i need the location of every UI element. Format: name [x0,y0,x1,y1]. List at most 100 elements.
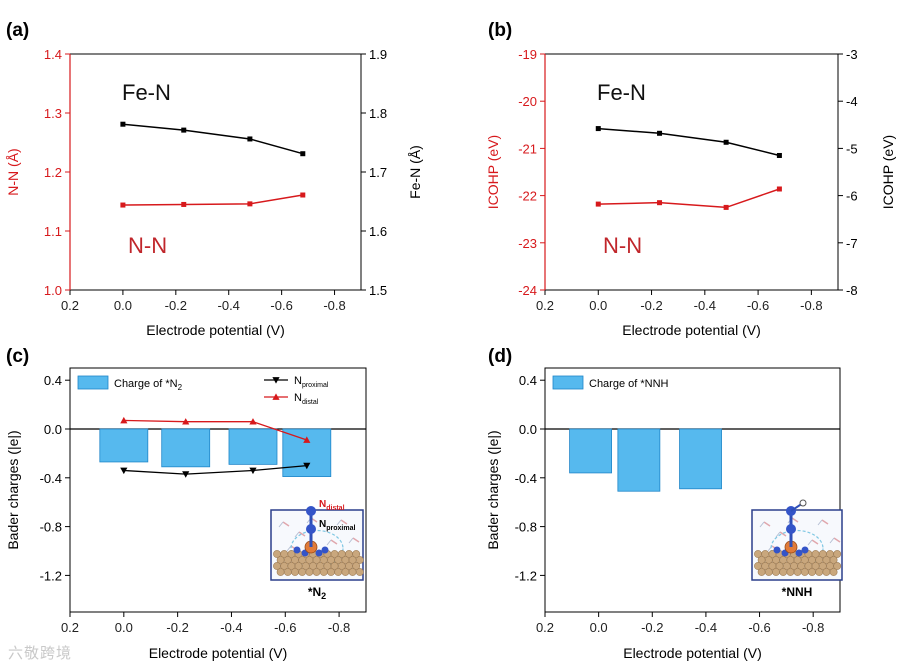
left-y-tick-label: -19 [518,47,537,62]
x-tick-label: -0.6 [270,298,292,313]
bar [679,428,722,490]
inset-label-proximal: Nproximal [319,519,355,532]
inset-caption: *N2 [308,585,326,601]
left-y-tick-label: -23 [518,236,537,251]
inset-water [278,521,284,528]
right-y-tick-label: -3 [846,47,858,62]
inset-water [294,531,300,538]
series-fe-n-point [776,152,782,158]
series-n-n-point [181,201,187,207]
inset-substrate-atom [764,568,773,576]
panel-b: (b) 0.2 0.0 -0.2 -0.4 -0.6 -0.8 Electrode poten… [485,20,896,338]
left-y-tick-label: 1.3 [44,106,62,121]
inset-caption: *NNH [782,585,813,599]
x-tick-label: -0.6 [747,298,769,313]
series-n-n-point [723,204,729,210]
inset-substrate-atom [355,568,364,576]
x-axis-label: Electrode potential (V) [149,645,288,661]
inset-coordination-n [801,546,809,554]
series-n-n-point [776,186,782,192]
inset-substrate-atom [355,556,364,564]
series-n-n-line [122,194,303,206]
series-n-n-line [598,188,780,209]
series-distal-point [303,436,311,443]
inset-water [821,519,829,525]
inset-water [829,537,835,544]
inset-substrate-atom [348,568,357,576]
legend-bar-swatch [552,375,584,390]
inset-coordination-n [773,546,781,554]
bar [282,428,332,477]
inset-coordination-n [321,546,329,554]
x-tick-label: 0.0 [114,298,132,313]
inset-water [326,539,332,546]
inset-substrate-atom [305,568,314,576]
x-tick-label: 0.2 [536,298,554,313]
inset-substrate-atom [793,568,802,576]
plot-frame [544,53,839,291]
inset-substrate-atom [327,568,335,576]
panel-c: (c) 0.2 0.0 -0.2 -0.4 -0.6 -0.8 Electrode poten… [5,346,367,661]
inset-substrate-atom [312,568,321,576]
series-proximal-point [249,467,257,475]
series-proximal-point [303,462,311,470]
legend-bar-label: Charge of *NNH [589,378,669,390]
legend-proximal-marker [272,377,280,384]
inset-water [759,521,765,528]
right-y-tick-label: -8 [846,283,858,298]
plot-frame [544,367,841,613]
left-y-axis-label: ICOHP (eV) [485,135,501,209]
right-y-tick-label: -5 [846,141,858,156]
x-axis-label: Electrode potential (V) [623,645,762,661]
x-tick-label: -0.4 [694,298,716,313]
series-distal-point [249,418,257,425]
right-y-tick-label: 1.8 [369,106,387,121]
inset-substrate-atom [341,568,350,576]
inset-solvation-shell [290,529,344,568]
series-proximal-point [182,471,190,478]
inset-substrate-atom [291,568,299,576]
inset-substrate-atom [829,568,838,576]
inset-substrate-atom [352,562,361,570]
left-y-axis-label: N-N (Å) [5,148,21,195]
inset-water [298,531,306,537]
y-tick-label: 0.0 [44,422,62,437]
x-axis-label: Electrode potential (V) [622,322,761,338]
right-y-tick-label: -7 [846,236,858,251]
series-distal-point [120,416,128,424]
annotation-fe-n: Fe-N [122,80,171,105]
inset-water [352,537,360,543]
inset-substrate-atom [334,568,343,576]
left-y-tick-label: 1.1 [44,224,62,239]
legend-distal-label: Ndistal [294,392,319,406]
annotation-n-n: N-N [603,233,642,258]
x-tick-label: -0.4 [695,620,717,635]
inset-substrate-atom [276,568,285,576]
y-tick-label: -0.4 [515,471,537,486]
panel-label: (a) [6,20,29,41]
annotation-fe-n: Fe-N [597,80,646,105]
x-tick-label: 0.2 [61,620,79,635]
series-fe-n-point [595,126,601,132]
inset-coordination-n [293,546,301,554]
series-fe-n-point [120,121,126,127]
x-axis-label: Electrode potential (V) [146,322,285,338]
bar [161,428,211,468]
inset-substrate-atom [319,568,328,576]
inset-water [833,537,841,543]
legend-distal-marker [272,393,280,400]
x-tick-label: -0.2 [165,298,187,313]
inset-n-proximal-atom [306,524,316,534]
inset-n-proximal-atom [786,524,796,534]
right-y-tick-label: 1.6 [369,224,387,239]
inset-substrate-atom [808,568,816,576]
left-y-tick-label: -22 [518,189,537,204]
x-tick-label: -0.8 [328,620,350,635]
y-tick-label: 0.4 [44,373,62,388]
y-tick-label: -1.2 [40,568,62,583]
inset-label-distal: Ndistal [319,499,345,512]
series-distal-line [123,419,308,441]
right-y-tick-label: 1.9 [369,47,387,62]
left-y-tick-label: 1.2 [44,165,62,180]
